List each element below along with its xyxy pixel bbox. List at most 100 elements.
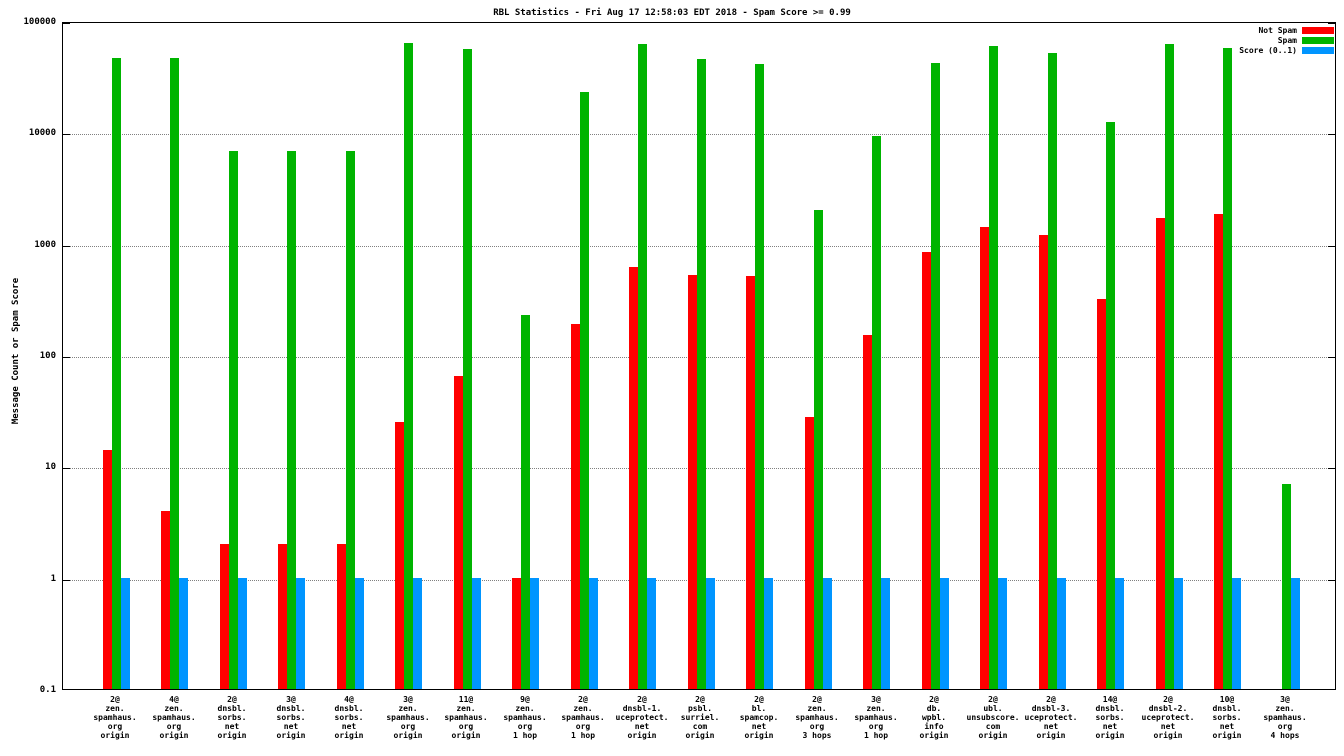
bar-not-spam-2 bbox=[220, 544, 229, 689]
bar-score-0-1--8 bbox=[589, 578, 598, 689]
x-tick-label: 4@ zen. spamhaus. org origin bbox=[152, 695, 196, 740]
x-tick-label: 2@ dnsbl. sorbs. net origin bbox=[217, 695, 247, 740]
bar-spam-3 bbox=[287, 151, 296, 689]
legend-row: Score (0..1) bbox=[1239, 46, 1334, 55]
bar-not-spam-7 bbox=[512, 578, 521, 689]
x-tick-label: 3@ zen. spamhaus. org origin bbox=[386, 695, 430, 740]
bar-spam-19 bbox=[1223, 48, 1232, 689]
bar-score-0-1--14 bbox=[940, 578, 949, 689]
x-tick-label: 2@ zen. spamhaus. org origin bbox=[93, 695, 137, 740]
x-tick-label: 2@ dnsbl-3. uceprotect. net origin bbox=[1024, 695, 1078, 740]
x-tick-label: 2@ zen. spamhaus. org 3 hops bbox=[795, 695, 839, 740]
legend-label: Score (0..1) bbox=[1239, 46, 1297, 55]
x-tick-label: 3@ dnsbl. sorbs. net origin bbox=[276, 695, 306, 740]
bar-not-spam-14 bbox=[922, 252, 931, 689]
bar-not-spam-18 bbox=[1156, 218, 1165, 689]
bar-spam-17 bbox=[1106, 122, 1115, 689]
x-tick-label: 2@ ubl. unsubscore. com origin bbox=[966, 695, 1020, 740]
x-tick-label: 2@ psbl. surriel. com origin bbox=[680, 695, 720, 740]
bar-score-0-1--10 bbox=[706, 578, 715, 689]
bar-spam-9 bbox=[638, 44, 647, 689]
bar-score-0-1--2 bbox=[238, 578, 247, 689]
legend-swatch bbox=[1302, 27, 1334, 34]
x-tick-label: 3@ zen. spamhaus. org 4 hops bbox=[1263, 695, 1307, 740]
bar-score-0-1--16 bbox=[1057, 578, 1066, 689]
bar-spam-12 bbox=[814, 210, 823, 689]
legend-label: Spam bbox=[1277, 36, 1297, 45]
y-tick-mark bbox=[63, 468, 70, 470]
bar-score-0-1--17 bbox=[1115, 578, 1124, 689]
bar-not-spam-6 bbox=[454, 376, 463, 689]
bar-score-0-1--0 bbox=[121, 578, 130, 689]
bar-not-spam-16 bbox=[1039, 235, 1048, 689]
bar-not-spam-4 bbox=[337, 544, 346, 689]
bar-not-spam-10 bbox=[688, 275, 697, 689]
legend-swatch bbox=[1302, 37, 1334, 44]
bar-not-spam-15 bbox=[980, 227, 989, 689]
y-tick-mark bbox=[1328, 468, 1335, 470]
y-tick-mark bbox=[63, 23, 70, 24]
bar-spam-6 bbox=[463, 49, 472, 689]
bar-spam-2 bbox=[229, 151, 238, 689]
bar-spam-11 bbox=[755, 64, 764, 689]
x-tick-label: 2@ dnsbl-2. uceprotect. net origin bbox=[1141, 695, 1195, 740]
bar-spam-5 bbox=[404, 43, 413, 689]
bar-spam-10 bbox=[697, 59, 706, 689]
x-tick-label: 3@ zen. spamhaus. org 1 hop bbox=[854, 695, 898, 740]
y-tick-label: 100000 bbox=[23, 17, 56, 27]
x-tick-label: 10@ dnsbl. sorbs. net origin bbox=[1212, 695, 1242, 740]
bar-not-spam-9 bbox=[629, 267, 638, 689]
bar-spam-18 bbox=[1165, 44, 1174, 689]
legend-label: Not Spam bbox=[1258, 26, 1297, 35]
bar-score-0-1--12 bbox=[823, 578, 832, 689]
bar-not-spam-5 bbox=[395, 422, 404, 689]
bar-not-spam-17 bbox=[1097, 299, 1106, 689]
bar-spam-0 bbox=[112, 58, 121, 689]
bar-not-spam-1 bbox=[161, 511, 170, 689]
bar-spam-8 bbox=[580, 92, 589, 689]
legend-swatch bbox=[1302, 47, 1334, 54]
y-tick-mark bbox=[1328, 579, 1335, 581]
y-tick-mark bbox=[1328, 23, 1335, 24]
bar-spam-14 bbox=[931, 63, 940, 689]
plot-area bbox=[62, 22, 1336, 690]
x-tick-label: 2@ bl. spamcop. net origin bbox=[739, 695, 779, 740]
y-tick-mark bbox=[63, 579, 70, 581]
bar-spam-13 bbox=[872, 136, 881, 689]
bar-not-spam-0 bbox=[103, 450, 112, 689]
y-tick-label: 10000 bbox=[28, 128, 56, 139]
y-tick-label: 100 bbox=[39, 351, 56, 361]
bar-score-0-1--18 bbox=[1174, 578, 1183, 689]
y-tick-label: 1000 bbox=[34, 239, 56, 250]
x-tick-label: 2@ dnsbl-1. uceprotect. net origin bbox=[615, 695, 669, 740]
legend-row: Not Spam bbox=[1239, 26, 1334, 35]
bar-score-0-1--19 bbox=[1232, 578, 1241, 689]
bar-score-0-1--13 bbox=[881, 578, 890, 689]
x-tick-label: 2@ db. wpbl. info origin bbox=[919, 695, 949, 740]
bar-score-0-1--3 bbox=[296, 578, 305, 689]
y-tick-mark bbox=[1328, 245, 1335, 247]
x-tick-label: 9@ zen. spamhaus. org 1 hop bbox=[503, 695, 547, 740]
y-tick-mark bbox=[1328, 134, 1335, 136]
y-tick-label: 1 bbox=[50, 573, 56, 584]
bar-score-0-1--6 bbox=[472, 578, 481, 689]
bar-not-spam-19 bbox=[1214, 214, 1223, 689]
y-tick-mark bbox=[1328, 357, 1335, 358]
y-tick-mark bbox=[63, 689, 70, 690]
bar-not-spam-11 bbox=[746, 276, 755, 689]
bar-not-spam-8 bbox=[571, 324, 580, 689]
legend-row: Spam bbox=[1239, 36, 1334, 45]
x-tick-label: 11@ zen. spamhaus. org origin bbox=[444, 695, 488, 740]
y-tick-label: 0.1 bbox=[39, 685, 56, 695]
x-tick-label: 14@ dnsbl. sorbs. net origin bbox=[1095, 695, 1125, 740]
y-tick-mark bbox=[63, 134, 70, 136]
bar-spam-16 bbox=[1048, 53, 1057, 689]
bar-score-0-1--7 bbox=[530, 578, 539, 689]
bar-not-spam-12 bbox=[805, 417, 814, 689]
bar-score-0-1--11 bbox=[764, 578, 773, 689]
bar-score-0-1--5 bbox=[413, 578, 422, 689]
bar-score-0-1--9 bbox=[647, 578, 656, 689]
bar-score-0-1--20 bbox=[1291, 578, 1300, 689]
bar-score-0-1--1 bbox=[179, 578, 188, 689]
bar-spam-15 bbox=[989, 46, 998, 689]
